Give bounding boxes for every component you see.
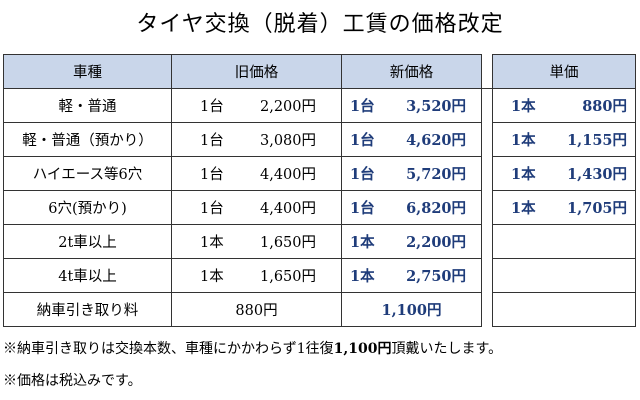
vehicle-type: 4t車以上 [3, 258, 172, 293]
unit-price-cell [492, 224, 636, 259]
header-type: 車種 [3, 54, 172, 89]
old-price: 1,650円 [259, 235, 316, 251]
gap-cell [481, 190, 493, 225]
old-count: 1本 [200, 269, 224, 285]
gap-cell [481, 292, 493, 327]
new-price: 6,820円 [406, 200, 466, 217]
unit-count: 1本 [511, 98, 536, 115]
note-tax: ※価格は税込みです。 [3, 373, 142, 389]
pickup-fee-row: 納車引き取り料 880円 1,100円 [3, 292, 636, 327]
new-price: 2,750円 [406, 268, 466, 285]
gap-cell [481, 156, 493, 191]
table-header-row: 車種 旧価格 新価格 単価 [3, 54, 636, 89]
old-count: 1台 [200, 99, 224, 115]
note-pickup-suffix: 頂戴いたします。 [391, 341, 503, 357]
table-row: 6穴(預かり) 1台 4,400円 1台 6,820円 1本 1,705円 [3, 190, 636, 225]
new-price: 4,620円 [406, 132, 466, 149]
pickup-new-price: 1,100円 [341, 292, 482, 327]
table-row: 軽・普通 1台 2,200円 1台 3,520円 1本 880円 [3, 88, 636, 123]
vehicle-type: 6穴(預かり) [3, 190, 172, 225]
old-price-cell: 1台 4,400円 [171, 190, 342, 225]
unit-count: 1本 [511, 132, 536, 149]
new-count: 1台 [350, 166, 375, 183]
pickup-unit-empty [492, 292, 636, 327]
old-price: 2,200円 [259, 99, 316, 115]
vehicle-type: ハイエース等6穴 [3, 156, 172, 191]
unit-count: 1本 [511, 200, 536, 217]
unit-price: 1,155円 [567, 132, 627, 149]
note-pickup: ※納車引き取りは交換本数、車種にかかわらず1往復1,100円頂戴いたします。 [3, 338, 502, 358]
unit-price-cell: 1本 880円 [492, 88, 636, 123]
old-price-cell: 1台 2,200円 [171, 88, 342, 123]
new-price: 3,520円 [406, 98, 466, 115]
pickup-old-price: 880円 [171, 292, 342, 327]
new-price: 5,720円 [406, 166, 466, 183]
new-price: 2,200円 [406, 234, 466, 251]
header-gap [481, 54, 493, 89]
old-price: 3,080円 [259, 133, 316, 149]
old-price-cell: 1本 1,650円 [171, 258, 342, 293]
table-row: 4t車以上 1本 1,650円 1本 2,750円 [3, 258, 636, 293]
old-count: 1本 [200, 235, 224, 251]
old-price: 4,400円 [259, 201, 316, 217]
gap-cell [481, 258, 493, 293]
old-count: 1台 [200, 201, 224, 217]
table-row: 軽・普通（預かり） 1台 3,080円 1台 4,620円 1本 1,155円 [3, 122, 636, 157]
old-count: 1台 [200, 167, 224, 183]
header-new-price: 新価格 [341, 54, 482, 89]
old-count: 1台 [200, 133, 224, 149]
new-price-cell: 1台 3,520円 [341, 88, 482, 123]
new-price-cell: 1本 2,200円 [341, 224, 482, 259]
new-price-cell: 1台 6,820円 [341, 190, 482, 225]
new-count: 1台 [350, 200, 375, 217]
old-price: 4,400円 [259, 167, 316, 183]
unit-count: 1本 [511, 166, 536, 183]
table-row: 2t車以上 1本 1,650円 1本 2,200円 [3, 224, 636, 259]
vehicle-type: 軽・普通 [3, 88, 172, 123]
pickup-fee-label: 納車引き取り料 [3, 292, 172, 327]
old-price: 1,650円 [259, 269, 316, 285]
unit-price-cell: 1本 1,705円 [492, 190, 636, 225]
unit-price-cell [492, 258, 636, 293]
old-price-cell: 1本 1,650円 [171, 224, 342, 259]
unit-price-cell: 1本 1,430円 [492, 156, 636, 191]
new-price-cell: 1本 2,750円 [341, 258, 482, 293]
header-old-price: 旧価格 [171, 54, 342, 89]
gap-cell [481, 88, 493, 123]
gap-cell [481, 122, 493, 157]
new-count: 1本 [350, 234, 375, 251]
page-title: タイヤ交換（脱着）工賃の価格改定 [136, 12, 504, 37]
unit-price-cell: 1本 1,155円 [492, 122, 636, 157]
old-price-cell: 1台 4,400円 [171, 156, 342, 191]
unit-price: 1,430円 [567, 166, 627, 183]
header-unit-price: 単価 [492, 54, 636, 89]
price-table: 車種 旧価格 新価格 単価 軽・普通 1台 2,200円 1台 3,520円 1本 8… [3, 54, 636, 327]
new-count: 1台 [350, 98, 375, 115]
note-pickup-price: 1,100円 [333, 341, 392, 357]
table-row: ハイエース等6穴 1台 4,400円 1台 5,720円 1本 1,430円 [3, 156, 636, 191]
gap-cell [481, 224, 493, 259]
new-count: 1本 [350, 268, 375, 285]
unit-price: 1,705円 [567, 200, 627, 217]
vehicle-type: 2t車以上 [3, 224, 172, 259]
vehicle-type: 軽・普通（預かり） [3, 122, 172, 157]
note-pickup-prefix: ※納車引き取りは交換本数、車種にかかわらず1往復 [3, 341, 334, 357]
new-count: 1台 [350, 132, 375, 149]
unit-price: 880円 [582, 98, 627, 115]
new-price-cell: 1台 4,620円 [341, 122, 482, 157]
old-price-cell: 1台 3,080円 [171, 122, 342, 157]
new-price-cell: 1台 5,720円 [341, 156, 482, 191]
